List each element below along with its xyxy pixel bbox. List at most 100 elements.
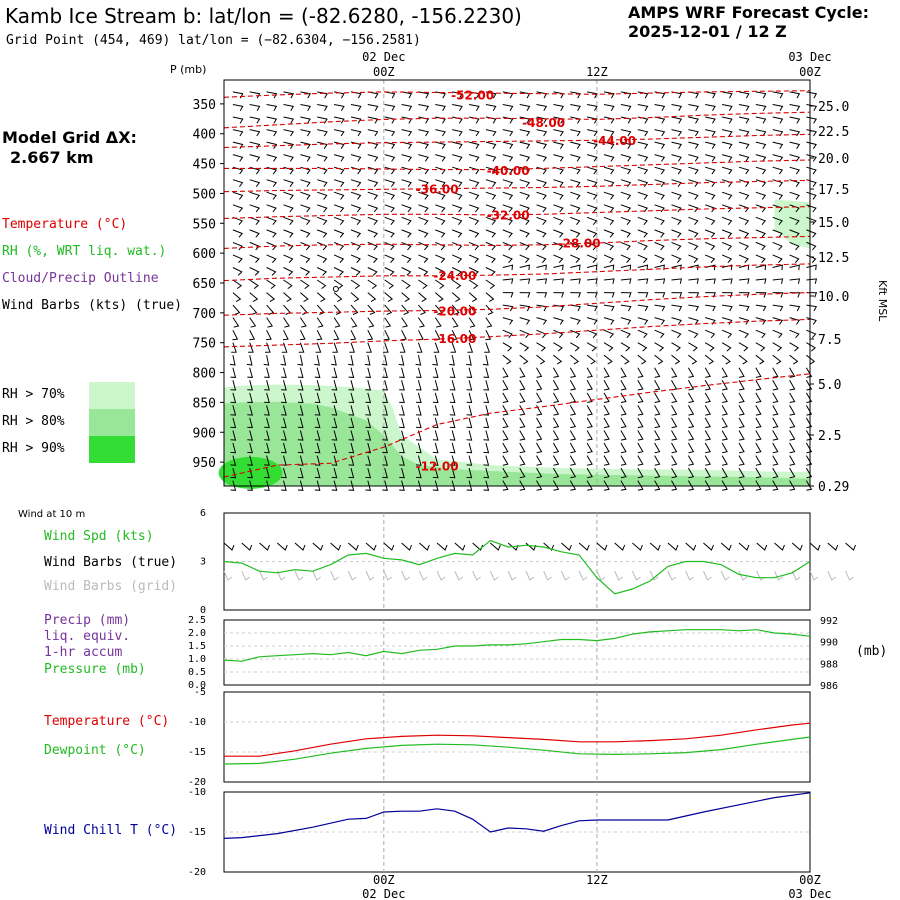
wind-barb	[297, 480, 304, 491]
wind-barb	[755, 317, 767, 325]
wind-barb	[331, 367, 338, 378]
wind-barb	[671, 304, 683, 312]
wind-barb	[485, 254, 496, 263]
wind-barb	[805, 380, 813, 391]
wind-barb	[231, 342, 237, 353]
wind-barb	[418, 241, 429, 251]
wind-barb	[519, 278, 531, 284]
wind-barb	[247, 367, 253, 378]
wind-barb	[232, 129, 244, 137]
wind-barb	[519, 241, 530, 251]
wind-barb	[333, 267, 344, 276]
pressure-tick-label: 950	[193, 456, 216, 471]
wind-barb	[704, 367, 711, 378]
legend-temperature: Temperature (°C)	[2, 217, 128, 232]
wind-barb	[637, 216, 648, 226]
wind-barb	[688, 154, 699, 162]
wind-barb	[415, 442, 422, 454]
wind-barb	[603, 254, 615, 263]
wind-barb	[365, 430, 372, 441]
y-tick-label: 1.5	[188, 641, 206, 652]
bottom-date-label: 03 Dec	[788, 887, 831, 900]
wind-barb-true	[720, 542, 732, 551]
wind-barb	[687, 417, 695, 429]
wind-barb	[654, 467, 661, 479]
wind-barb	[449, 405, 456, 416]
wind-barb	[300, 267, 311, 276]
wind-barb	[249, 179, 261, 187]
wind-barb	[299, 329, 306, 341]
top-date-label: 02 Dec	[362, 50, 405, 64]
wind-barb	[283, 279, 293, 289]
wind-barb	[705, 216, 716, 226]
wind-barb	[805, 405, 813, 416]
wind-barb	[230, 380, 237, 391]
wind-barb	[536, 204, 547, 213]
legend-rh: RH (%, WRT liq. wat.)	[2, 244, 167, 259]
y-tick-label: 2.5	[188, 615, 206, 626]
wind-barb	[687, 455, 695, 466]
wind-barb	[637, 191, 649, 200]
wind-barb	[418, 279, 428, 289]
wind-barb	[553, 254, 564, 263]
isotherm-label: -48.00	[522, 116, 565, 130]
wind-barb	[637, 329, 648, 339]
wind-barb	[705, 191, 716, 200]
wind-barb	[654, 241, 665, 251]
y-tick-label: -20	[188, 867, 206, 878]
wind-barb	[586, 129, 598, 137]
wind-barb-grid	[259, 570, 268, 581]
bottom-date-label: 02 Dec	[362, 887, 405, 900]
wind-barb	[721, 405, 728, 416]
wind-barb	[266, 166, 278, 175]
wind-barb	[738, 191, 750, 200]
pressure-tick-label: 400	[193, 128, 216, 143]
wind-barb	[570, 241, 581, 251]
wind-barb	[603, 480, 610, 491]
wind-barb	[586, 166, 598, 175]
wind-barb-true	[791, 542, 803, 551]
station-title: Kamb Ice Stream b: lat/lon = (-82.6280, …	[5, 4, 522, 28]
wind-barb	[536, 292, 548, 298]
wind-barb	[266, 254, 277, 263]
height-tick-label: 25.0	[818, 100, 849, 115]
wind-barb	[637, 292, 649, 298]
height-tick-label: 0.29	[818, 480, 849, 495]
wind-barb	[688, 104, 699, 111]
wind-barb	[249, 129, 261, 137]
wind-barb	[603, 467, 610, 479]
wind-barb	[704, 455, 711, 466]
wind-barb	[789, 455, 796, 466]
wind-barb	[401, 254, 412, 263]
wind-barb	[738, 129, 750, 137]
wind-barb	[418, 191, 429, 200]
wind-barb	[789, 480, 796, 491]
series-line	[223, 736, 811, 765]
height-tick-label: 17.5	[818, 183, 849, 198]
wind-barb	[435, 254, 446, 263]
wind-barb	[281, 430, 287, 441]
wind-barb	[367, 304, 376, 315]
wind-barb	[805, 417, 813, 429]
wind-barb	[620, 264, 632, 271]
wind-barb	[536, 455, 543, 466]
wind-barb	[772, 154, 784, 162]
wind-barb	[435, 216, 446, 226]
isotherm-label: -40.00	[487, 164, 530, 178]
wind-barb	[382, 417, 388, 429]
wind-barb	[704, 417, 711, 429]
isotherm-line	[223, 235, 811, 249]
wind-barb	[772, 241, 783, 251]
wind-barb	[721, 141, 733, 149]
wind-barb	[772, 405, 779, 416]
wind-barb	[553, 278, 564, 284]
wind-barb	[654, 129, 666, 137]
wind-barb-true	[472, 542, 484, 551]
wind-barb	[772, 367, 779, 378]
wind-barb	[415, 467, 422, 479]
wind-barb	[266, 329, 272, 341]
wind-barb	[721, 129, 733, 137]
wind-barb	[283, 154, 294, 162]
wind-barb	[519, 104, 531, 111]
wind-barb	[451, 254, 463, 263]
